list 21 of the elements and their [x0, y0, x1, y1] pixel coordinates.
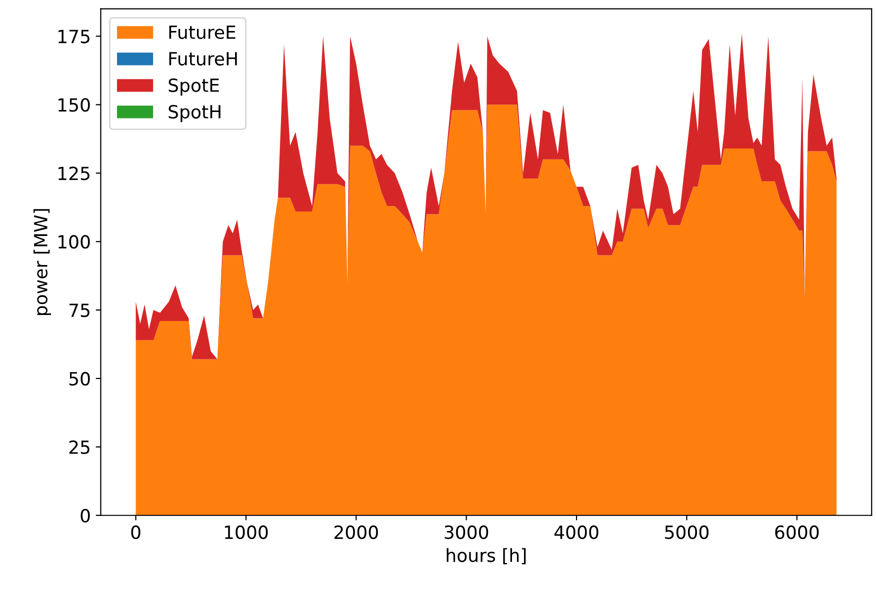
y-tick-label: 25: [69, 440, 90, 454]
y-tick-label: 50: [69, 372, 90, 386]
legend-label: FutureE: [169, 26, 236, 40]
x-tick-label: 5000: [665, 525, 708, 540]
x-tick-label: 6000: [775, 525, 819, 540]
y-tick-label: 75: [70, 304, 90, 318]
y-tick-label: 0: [80, 508, 90, 522]
y-tick-label: 125: [58, 166, 90, 180]
legend-label: FutureH: [169, 52, 237, 66]
x-tick-label: 3000: [444, 525, 488, 540]
x-tick-label: 1000: [224, 525, 268, 540]
x-tick-label: 0: [131, 525, 140, 540]
y-tick-label: 100: [58, 235, 90, 249]
x-axis-title: hours [h]: [446, 548, 526, 564]
x-tick-label: 2000: [334, 525, 378, 540]
x-tick-label: 4000: [554, 525, 598, 540]
legend-label: SpotE: [168, 78, 219, 96]
y-tick-label: 175: [58, 30, 90, 44]
y-tick-label: 150: [58, 98, 90, 112]
legend-label: SpotH: [168, 104, 220, 122]
y-axis-title: power [MW]: [34, 209, 51, 315]
